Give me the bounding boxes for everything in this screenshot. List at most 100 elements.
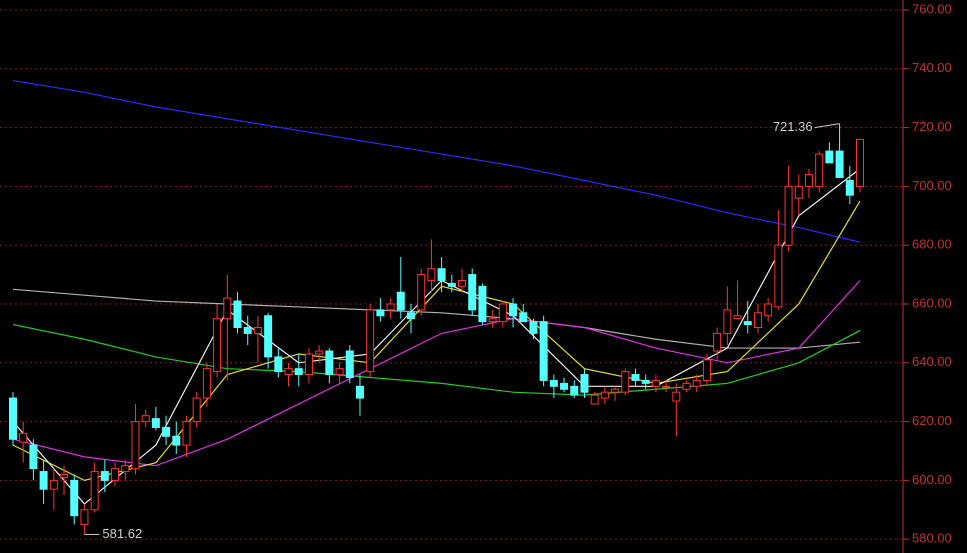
moving-average-line <box>12 200 861 482</box>
candle-body <box>19 432 28 443</box>
candle-body <box>233 300 242 329</box>
candle-body <box>325 350 334 376</box>
candle-body <box>294 368 303 376</box>
candle-body <box>753 312 762 329</box>
candle-body <box>90 471 99 511</box>
candle-body <box>570 385 579 396</box>
candle-body <box>651 379 660 387</box>
candle-body <box>202 368 211 399</box>
candle-body <box>417 274 426 311</box>
candle-body <box>621 371 630 393</box>
candle-body <box>845 180 854 196</box>
candle-body <box>468 274 477 311</box>
candle-body <box>80 509 89 525</box>
candle-body <box>662 385 671 388</box>
y-tick-label: 720.00 <box>912 119 952 134</box>
candle-body <box>600 391 609 399</box>
candle-body <box>549 379 558 387</box>
candle-body <box>70 479 79 517</box>
moving-average-line <box>12 79 861 243</box>
candle-body <box>29 444 38 470</box>
moving-average-line <box>12 288 861 349</box>
candle-body <box>60 474 69 478</box>
candle-body <box>764 303 773 317</box>
candle-body <box>243 327 252 334</box>
candle-body <box>641 379 650 384</box>
moving-average-line <box>12 323 861 396</box>
candle-body <box>131 421 140 470</box>
candle-body <box>100 471 109 481</box>
candle-body <box>151 418 160 428</box>
candle-body <box>406 312 415 320</box>
candle-body <box>743 321 752 326</box>
candle-body <box>611 388 620 393</box>
candle-body <box>121 465 130 473</box>
annotation-arrow <box>814 123 840 129</box>
candle-body <box>631 374 640 381</box>
y-tick-label: 600.00 <box>912 472 952 487</box>
y-tick-label: 760.00 <box>912 1 952 16</box>
candle-body <box>723 309 732 334</box>
candle-body <box>396 291 405 311</box>
candle-body <box>223 297 232 320</box>
candle-body <box>672 391 681 402</box>
candle-body <box>9 397 17 440</box>
candle-body <box>825 150 834 164</box>
y-tick-label: 700.00 <box>912 178 952 193</box>
candle-body <box>345 350 354 378</box>
candle-body <box>784 185 793 246</box>
candle-body <box>590 394 599 405</box>
candle-body <box>509 303 518 317</box>
candle-body <box>182 421 191 446</box>
candle-body <box>713 332 722 352</box>
candle-body <box>315 350 324 355</box>
candle-body <box>335 368 344 376</box>
y-tick-label: 660.00 <box>912 295 952 310</box>
candle-body <box>692 379 701 387</box>
candle-body <box>702 359 711 381</box>
candle-body <box>478 285 487 323</box>
candle-body <box>274 356 283 373</box>
candle-body <box>498 303 507 323</box>
candle-body <box>253 327 262 334</box>
candle-body <box>355 385 364 399</box>
y-tick-label: 580.00 <box>912 531 952 546</box>
candle-body <box>111 468 120 481</box>
candle-body <box>774 244 783 308</box>
candle-body <box>172 435 181 446</box>
moving-average-line <box>12 280 861 467</box>
candle-body <box>437 268 446 281</box>
candle-body <box>427 268 436 281</box>
candle-body <box>447 282 456 287</box>
candle-body <box>804 174 813 187</box>
candle-body <box>458 279 467 287</box>
y-tick-label: 680.00 <box>912 237 952 252</box>
y-tick-label: 620.00 <box>912 413 952 428</box>
candle-body <box>682 382 691 390</box>
candle-body <box>284 368 293 376</box>
candle-body <box>733 315 742 320</box>
candle-body <box>162 426 171 437</box>
candle-body <box>835 150 844 179</box>
candle-body <box>815 153 824 187</box>
candle-body <box>366 309 375 373</box>
annotation-label: 721.36 <box>773 119 813 134</box>
y-tick-label: 640.00 <box>912 354 952 369</box>
candle-body <box>49 479 58 490</box>
annotation-label: 581.62 <box>102 526 142 541</box>
candle-body <box>488 318 497 323</box>
candle-body <box>856 138 864 187</box>
candle-body <box>141 415 150 423</box>
candle-body <box>264 315 273 358</box>
candle-body <box>519 312 528 323</box>
candle-body <box>386 303 395 311</box>
candle-body <box>580 374 589 393</box>
candle-body <box>539 321 548 381</box>
candle-body <box>376 309 385 317</box>
y-tick-label: 740.00 <box>912 60 952 75</box>
candle-body <box>39 471 48 490</box>
candle-body <box>794 185 803 199</box>
candle-body <box>192 397 201 423</box>
candle-body <box>213 318 222 373</box>
